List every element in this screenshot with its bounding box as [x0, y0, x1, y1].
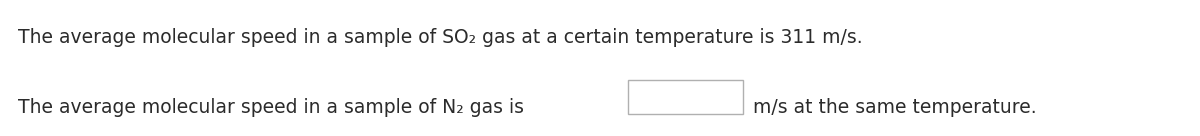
- Text: The average molecular speed in a sample of N₂ gas is: The average molecular speed in a sample …: [18, 98, 524, 117]
- Bar: [628, 80, 743, 114]
- Text: The average molecular speed in a sample of SO₂ gas at a certain temperature is 3: The average molecular speed in a sample …: [18, 28, 863, 47]
- Text: m/s at the same temperature.: m/s at the same temperature.: [746, 98, 1037, 117]
